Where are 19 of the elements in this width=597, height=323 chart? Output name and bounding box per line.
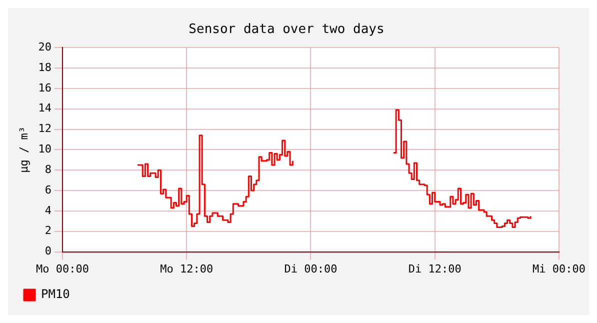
chart-title: Sensor data over two days bbox=[188, 22, 384, 38]
legend-label: PM10 bbox=[41, 287, 70, 302]
x-tick-label: Di 00:00 bbox=[284, 262, 338, 276]
y-tick-label: 4 bbox=[44, 204, 52, 217]
y-tick-label: 0 bbox=[44, 244, 52, 258]
y-tick-label: 14 bbox=[38, 102, 52, 115]
y-tick-label: 6 bbox=[44, 183, 52, 196]
y-tick-label: 8 bbox=[44, 162, 52, 176]
y-tick-label: 12 bbox=[38, 122, 52, 136]
x-tick-label: Di 12:00 bbox=[408, 262, 462, 276]
x-tick-label: Mi 00:00 bbox=[532, 262, 586, 276]
x-tick-label: Mo 12:00 bbox=[160, 262, 214, 276]
y-tick-label: 18 bbox=[38, 60, 52, 74]
y-tick-label: 10 bbox=[38, 142, 52, 156]
y-tick-label: 20 bbox=[38, 40, 52, 54]
x-tick-label: Mo 00:00 bbox=[36, 262, 89, 276]
y-tick-label: 16 bbox=[38, 81, 52, 94]
y-tick-label: 2 bbox=[44, 224, 52, 238]
y-axis-title: µg / m³ bbox=[17, 126, 30, 173]
